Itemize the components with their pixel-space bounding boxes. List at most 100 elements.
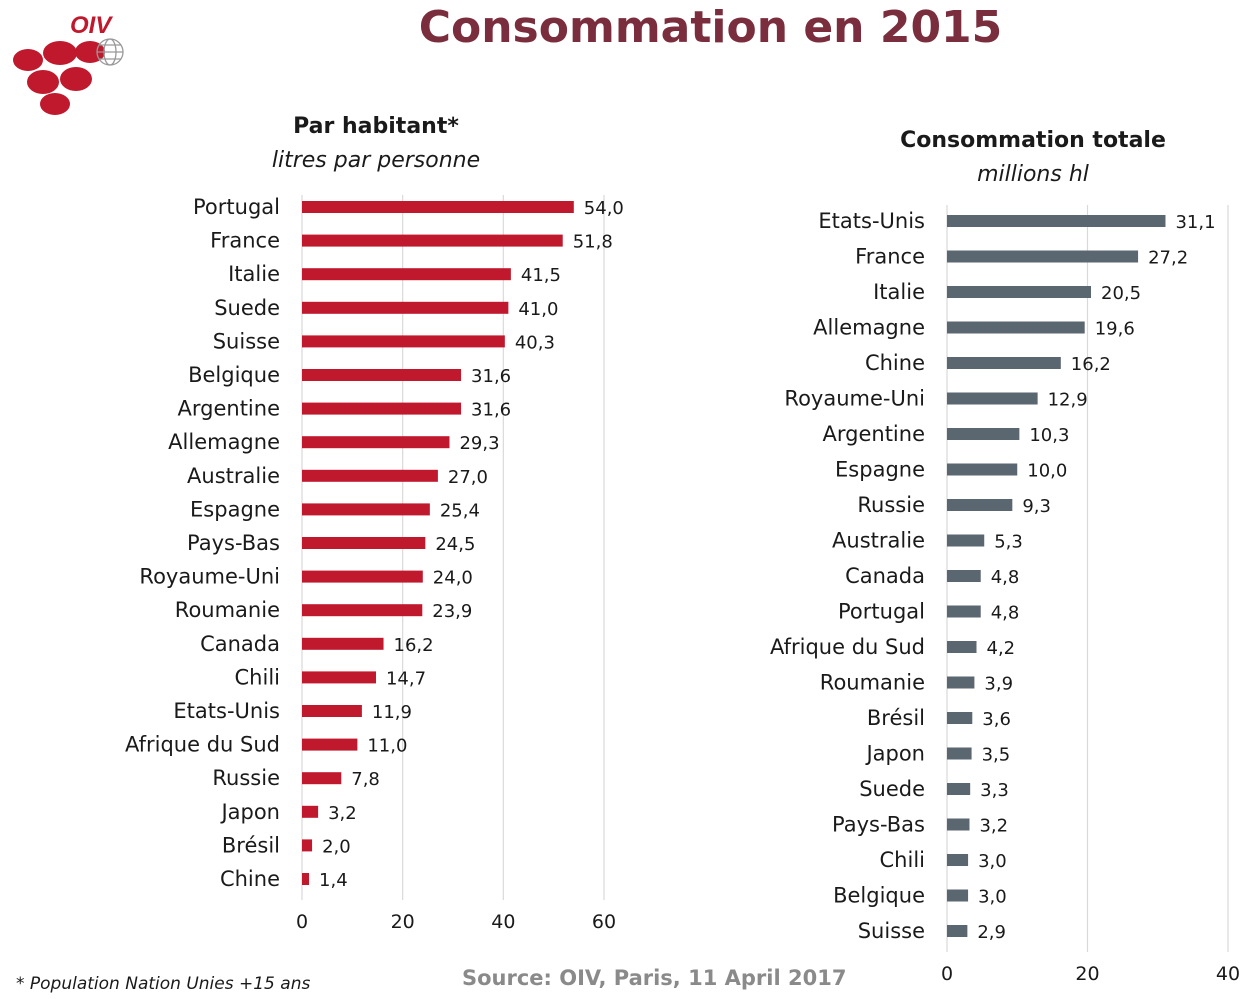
data-label: 9,3 — [1022, 496, 1051, 517]
bar — [302, 234, 563, 247]
data-label: 20,5 — [1101, 283, 1141, 304]
tick-label: 20 — [391, 911, 415, 933]
category-label: Pays-Bas — [187, 531, 280, 555]
data-label: 4,2 — [987, 638, 1016, 659]
data-label: 3,0 — [978, 887, 1007, 908]
category-label: Royaume-Uni — [139, 565, 280, 589]
tick-label: 0 — [941, 963, 953, 985]
footnote: * Population Nation Unies +15 ans — [16, 974, 311, 994]
globe-icon — [96, 38, 124, 66]
category-label: Suisse — [858, 919, 925, 943]
bar — [302, 705, 362, 717]
category-label: Chili — [880, 848, 925, 872]
right-chart-subtitle: millions hl — [977, 162, 1089, 187]
bar — [302, 503, 430, 516]
data-label: 10,3 — [1029, 425, 1069, 446]
category-label: Russie — [857, 493, 925, 517]
data-label: 31,1 — [1175, 212, 1215, 233]
category-label: Etats-Unis — [818, 209, 925, 233]
bar — [302, 570, 423, 583]
bar — [302, 604, 423, 617]
left-chart-subtitle: litres par personne — [271, 148, 481, 173]
data-label: 24,0 — [433, 568, 473, 589]
data-label: 2,0 — [322, 836, 351, 857]
data-label: 31,6 — [471, 366, 511, 387]
category-label: Chine — [865, 351, 925, 375]
category-label: Espagne — [190, 497, 280, 521]
category-label: Argentine — [178, 397, 281, 421]
bar — [302, 402, 462, 415]
bar — [302, 839, 313, 852]
category-label: Allemagne — [813, 316, 925, 340]
bar — [947, 676, 975, 689]
bar — [302, 369, 462, 381]
data-label: 16,2 — [1071, 354, 1111, 375]
data-label: 4,8 — [991, 567, 1020, 588]
data-label: 11,9 — [372, 702, 412, 723]
bar — [947, 854, 969, 866]
bar — [302, 805, 319, 818]
category-label: Roumanie — [175, 598, 280, 622]
data-label: 25,4 — [440, 500, 480, 521]
data-label: 3,6 — [982, 709, 1011, 730]
bar — [947, 889, 969, 902]
tick-label: 0 — [296, 911, 308, 933]
category-label: Australie — [832, 529, 925, 553]
bar — [947, 286, 1092, 298]
data-label: 3,9 — [984, 674, 1013, 695]
tick-label: 40 — [1216, 963, 1240, 985]
category-label: Belgique — [188, 363, 280, 387]
category-label: Suede — [859, 777, 925, 801]
bar — [302, 201, 574, 213]
category-label: Afrique du Sud — [770, 635, 925, 659]
bar — [302, 738, 358, 751]
category-label: Afrique du Sud — [125, 733, 280, 757]
bar — [947, 605, 981, 618]
category-label: Italie — [228, 262, 280, 286]
category-label: Brésil — [222, 833, 280, 857]
logo-text: OIV — [70, 12, 113, 39]
category-label: France — [855, 245, 925, 269]
category-label: Suede — [214, 296, 280, 320]
data-label: 27,0 — [448, 467, 488, 488]
category-label: Chine — [220, 867, 280, 891]
category-label: Chili — [235, 665, 280, 689]
category-label: Etats-Unis — [173, 699, 280, 723]
bar — [302, 335, 505, 348]
category-label: Canada — [200, 632, 280, 656]
category-label: Roumanie — [820, 671, 925, 695]
bar — [302, 436, 450, 449]
data-label: 14,7 — [386, 668, 426, 689]
bar — [947, 463, 1018, 476]
category-label: Pays-Bas — [832, 813, 925, 837]
bar — [947, 321, 1085, 334]
right-chart-title: Consommation totale — [900, 128, 1166, 153]
bar — [947, 818, 970, 831]
bar — [947, 499, 1013, 511]
tick-label: 60 — [592, 911, 616, 933]
bar — [302, 301, 509, 314]
data-label: 3,2 — [328, 803, 357, 824]
category-label: France — [210, 229, 280, 253]
category-label: Japon — [864, 742, 925, 766]
bar — [947, 641, 977, 653]
bar — [947, 428, 1020, 440]
data-label: 31,6 — [471, 400, 511, 421]
data-label: 5,3 — [994, 532, 1023, 553]
data-label: 3,3 — [980, 780, 1009, 801]
data-label: 41,5 — [521, 265, 561, 286]
category-label: Belgique — [833, 884, 925, 908]
data-label: 3,2 — [979, 816, 1008, 837]
left-chart-title: Par habitant* — [293, 114, 459, 139]
bar — [947, 783, 971, 795]
category-label: Canada — [845, 564, 925, 588]
data-label: 2,9 — [977, 922, 1006, 943]
tick-label: 20 — [1075, 963, 1099, 985]
bar — [302, 537, 426, 549]
grape-logo-icon — [13, 41, 105, 115]
oiv-logo: OIV — [13, 12, 124, 115]
data-label: 3,0 — [978, 851, 1007, 872]
bar — [947, 392, 1038, 405]
bar — [947, 747, 972, 760]
